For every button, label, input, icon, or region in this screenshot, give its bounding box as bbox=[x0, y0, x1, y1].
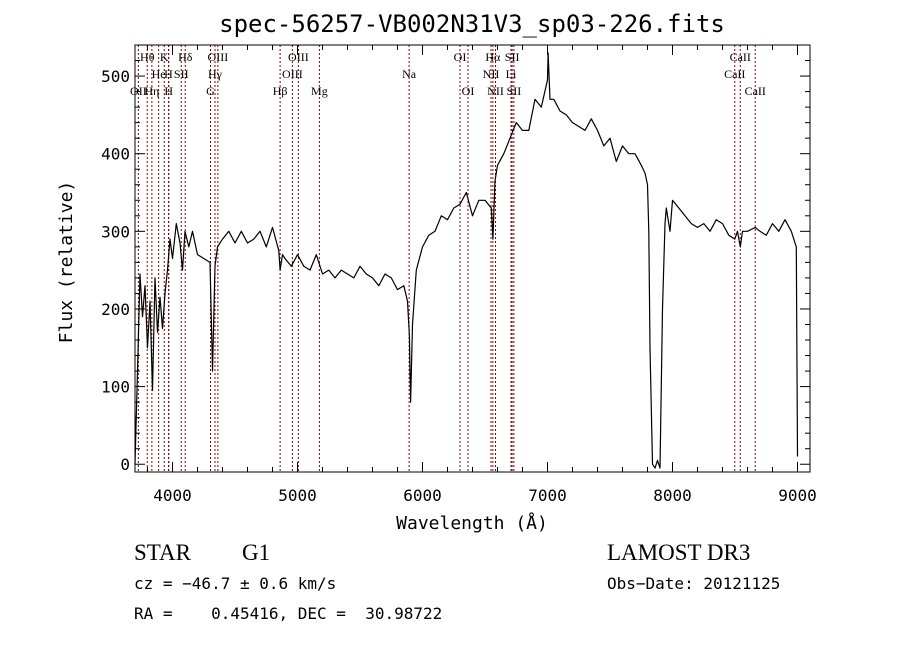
line-marker-label: H bbox=[164, 84, 173, 98]
line-marker-label: Hη bbox=[144, 84, 159, 98]
line-marker-label: NII bbox=[483, 67, 500, 81]
line-marker-label: Hα bbox=[485, 50, 501, 64]
redshift-label: cz = −46.7 ± 0.6 km/s bbox=[134, 574, 337, 593]
y-tick-label: 200 bbox=[101, 300, 130, 319]
y-tick-label: 500 bbox=[101, 67, 130, 86]
line-marker-label: OII bbox=[130, 84, 147, 98]
y-tick-label: 400 bbox=[101, 145, 130, 164]
line-marker-label: CaII bbox=[724, 67, 745, 81]
line-marker-label: H bbox=[164, 67, 173, 81]
x-tick-label: 7000 bbox=[528, 486, 567, 505]
line-marker-label: G bbox=[206, 84, 215, 98]
x-tick-label: 9000 bbox=[778, 486, 817, 505]
subclass-label: G1 bbox=[242, 540, 271, 565]
plot-background bbox=[0, 0, 900, 540]
y-tick-label: 100 bbox=[101, 378, 130, 397]
line-marker-label: OIII bbox=[208, 50, 229, 64]
line-marker-label: OIII bbox=[288, 50, 309, 64]
line-marker-label: NII bbox=[487, 84, 504, 98]
line-marker-label: OI bbox=[462, 84, 475, 98]
line-marker-label: K bbox=[160, 50, 169, 64]
line-marker-label: OIII bbox=[282, 67, 303, 81]
obs-date-label: Obs−Date: 20121125 bbox=[607, 574, 781, 593]
line-marker-label: CaII bbox=[745, 84, 766, 98]
line-marker-label: CaII bbox=[730, 50, 751, 64]
x-tick-label: 8000 bbox=[653, 486, 692, 505]
chart-title: spec-56257-VB002N31V3_sp03-226.fits bbox=[219, 10, 725, 38]
line-marker-label: He bbox=[152, 67, 166, 81]
line-marker-label: Mg bbox=[311, 84, 328, 98]
class-label: STAR bbox=[134, 540, 191, 565]
line-marker-label: SII bbox=[505, 50, 520, 64]
survey-label: LAMOST DR3 bbox=[607, 540, 751, 565]
y-tick-label: 0 bbox=[120, 455, 130, 474]
x-tick-label: 4000 bbox=[153, 486, 192, 505]
line-marker-label: Na bbox=[402, 67, 417, 81]
x-axis-label: Wavelength (Å) bbox=[396, 512, 548, 534]
line-marker-label: Hβ bbox=[273, 84, 288, 98]
spectrum-line bbox=[134, 52, 799, 469]
coords-label: RA = 0.45416, DEC = 30.98722 bbox=[134, 604, 443, 623]
x-tick-label: 5000 bbox=[278, 486, 317, 505]
line-marker-label: Hθ bbox=[140, 50, 155, 64]
y-axis-label: Flux (relative) bbox=[56, 181, 77, 344]
line-marker-label: SII bbox=[174, 67, 189, 81]
line-marker-label: SII bbox=[507, 84, 522, 98]
line-marker-label: Hδ bbox=[178, 50, 193, 64]
y-tick-label: 300 bbox=[101, 222, 130, 241]
line-marker-label: OI bbox=[454, 50, 467, 64]
x-tick-label: 6000 bbox=[403, 486, 442, 505]
y-axis-ticks: 0 100 200 300 400 500 bbox=[101, 60, 810, 474]
x-axis-ticks: 4000 5000 6000 7000 8000 9000 bbox=[147, 45, 817, 505]
line-marker-label: Li bbox=[506, 67, 517, 81]
line-marker-label: Hγ bbox=[208, 67, 223, 81]
